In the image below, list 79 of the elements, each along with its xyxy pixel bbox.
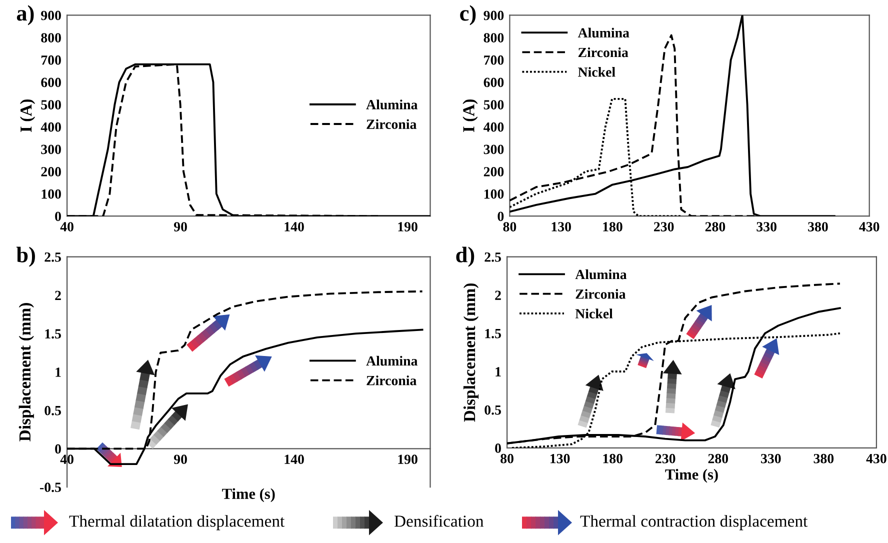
y-tick-label: 700 [41,55,61,65]
y-tick-label: 700 [484,55,504,65]
y-tick-label: 2.5 [44,252,61,262]
legend-label: Alumina [366,100,418,110]
y-tick-label: 500 [41,100,61,110]
y-tick-label: 1 [56,368,61,377]
chart-title: a) [16,5,34,26]
legend-label: Zirconia [366,119,416,129]
x-tick-label: 80 [500,454,514,464]
legend-label: Alumina [575,269,627,280]
x-tick-label: 180 [603,454,622,464]
x-tick-label: 140 [284,454,304,464]
y-tick-label: 200 [484,167,504,176]
y-tick-label: 100 [42,189,61,199]
legend-label: Nickel [578,67,616,77]
x-tick-label: 230 [656,454,676,464]
y-tick-label: 200 [41,167,61,176]
x-axis-title: Time (s) [665,468,718,483]
y-tick-label: 0 [55,212,61,222]
y-tick-label: 800 [484,33,504,42]
y-tick-label: 400 [484,122,504,132]
x-tick-label: 180 [603,222,622,232]
y-tick-label: 900 [41,10,61,20]
y-tick-label: 900 [484,10,504,20]
x-tick-label: 430 [859,222,880,232]
y-tick-label: 100 [484,189,504,199]
legend-label: Alumina [366,356,418,366]
y-axis-title: I (A) [20,99,36,132]
x-tick-label: 190 [398,222,418,232]
y-tick-label: 0 [495,444,501,453]
legend-label: Nickel [575,308,613,318]
y-tick-label: 600 [484,78,504,88]
x-tick-label: 430 [866,454,886,464]
y-tick-label: 300 [484,144,504,154]
chart-title: b) [16,246,35,267]
y-tick-label: 300 [41,144,61,154]
text: Thermal contraction displacement [580,515,808,530]
y-tick-label: 800 [41,33,61,42]
x-tick-label: 230 [654,222,674,232]
x-tick-label: 380 [808,222,828,232]
y-tick-label: 2 [495,290,501,300]
x-tick-label: 90 [174,454,187,464]
x-tick-label: 80 [503,222,516,232]
x-tick-label: 280 [708,454,728,464]
text: Thermal dilatation displacement [69,515,285,530]
y-tick-label: 1 [496,367,501,376]
x-tick-label: 280 [705,222,726,232]
x-tick-label: 330 [761,454,781,464]
x-axis-title: Time (s) [222,488,275,502]
x-tick-label: 90 [174,222,187,232]
y-axis-title: Displacement (mm) [18,303,34,442]
chart-title: d) [456,246,474,267]
chart-title: c) [460,5,476,26]
x-tick-label: 130 [550,454,570,464]
text: Densification [394,514,484,527]
y-tick-label: 0.5 [484,405,501,415]
y-tick-label: 400 [40,122,61,132]
y-tick-label: 1.5 [485,328,501,338]
y-tick-label: 0 [498,212,504,222]
y-tick-label: 600 [41,78,61,88]
legend-label: Zirconia [578,47,628,58]
x-tick-label: 330 [756,222,776,232]
legend-label: Zirconia [366,376,416,386]
x-tick-label: 130 [552,222,571,232]
y-tick-label: 500 [484,100,504,110]
x-tick-label: 190 [398,454,418,464]
y-tick-label: 2 [55,290,61,300]
y-axis-title: Displacement (mm) [463,283,479,422]
y-tick-label: 0 [55,444,61,454]
y-tick-label: 0.5 [44,406,61,416]
x-tick-label: 40 [60,222,74,232]
x-tick-label: 140 [284,222,304,232]
x-tick-label: 380 [814,454,834,464]
y-axis-title: I (A) [462,99,478,132]
legend-label: Zirconia [576,289,626,299]
y-tick-label: 2.5 [484,252,501,262]
y-tick-label: 1.5 [45,329,61,339]
y-tick-label: -0.5 [40,482,61,492]
legend-label: Alumina [578,28,630,38]
